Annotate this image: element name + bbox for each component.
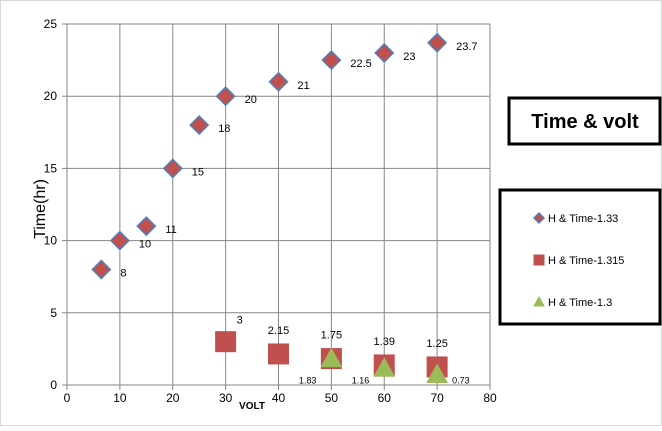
series-1-3-points	[320, 347, 448, 383]
series-1-3-point	[373, 357, 396, 377]
series-1-33-point	[374, 42, 395, 63]
x-tick-label: 70	[430, 391, 444, 405]
series-1-33-data-label: 10	[139, 239, 151, 251]
x-tick-label: 10	[113, 391, 127, 405]
y-tick-label: 10	[44, 234, 58, 248]
series-1-3-data-label: 1.16	[352, 375, 370, 385]
series-1-33-data-label: 23	[403, 51, 415, 63]
y-tick-label: 5	[50, 306, 57, 320]
series-1-33-points	[91, 32, 448, 280]
y-axis-title: Time(hr)	[32, 179, 49, 239]
x-tick-label: 40	[272, 391, 286, 405]
series-1-33-legend-marker	[532, 211, 546, 225]
series-1-33-point	[321, 50, 342, 71]
y-tick-label: 0	[50, 378, 57, 392]
x-tick-label: 30	[219, 391, 233, 405]
x-tick-label: 0	[64, 391, 71, 405]
series-1-33-point	[189, 115, 210, 136]
series-1-315-data-label: 1.75	[321, 330, 342, 342]
x-tick-label: 20	[166, 391, 180, 405]
legend-frame	[498, 188, 662, 326]
chart-title-box: Time & volt	[507, 96, 662, 146]
series-1-33-point	[162, 158, 183, 179]
series-1-33-point	[268, 71, 289, 92]
series-1-315-point	[215, 331, 237, 353]
series-1-33-data-label: 15	[192, 166, 204, 178]
x-tick-label: 60	[378, 391, 392, 405]
series-1-3-data-label: 1.83	[299, 375, 317, 385]
series-1-33-data-label: 22.5	[350, 58, 371, 70]
tick-labels: 0 10 20 30 40 50 60 70 80 0 5 10 15 20 25	[44, 17, 497, 405]
series-1-33-data-label: 18	[218, 123, 230, 135]
x-tick-label: 80	[483, 391, 497, 405]
series-1-315-legend-label: H & Time-1.315	[548, 255, 624, 267]
y-tick-label: 15	[44, 161, 58, 175]
series-1-3-point	[320, 347, 343, 368]
series-1-33-legend-label: H & Time-1.33	[548, 213, 618, 225]
legend-items: H & Time-1.33 H & Time-1.315 H & Time-1.3	[532, 211, 624, 309]
series-1-3-legend-label: H & Time-1.3	[548, 297, 612, 309]
series-1-3-legend-marker	[533, 295, 545, 307]
chart-title: Time & volt	[531, 111, 639, 133]
series-1-33-data-label: 23.7	[456, 41, 477, 53]
legend: H & Time-1.33 H & Time-1.315 H & Time-1.3	[498, 188, 662, 326]
series-1-315-data-label: 1.39	[374, 336, 395, 348]
series-1-33-data-label: 20	[245, 94, 257, 106]
x-tick-label: 50	[325, 391, 339, 405]
y-tick-label: 25	[44, 17, 58, 31]
series-1-33-point	[215, 86, 236, 107]
series-1-3-point	[426, 363, 448, 383]
series-1-315-point	[268, 343, 289, 365]
data-marks	[91, 32, 448, 383]
axes	[62, 23, 491, 390]
series-1-33-point	[91, 259, 112, 280]
grid	[67, 23, 491, 385]
series-1-33-data-label: 21	[298, 80, 310, 92]
series-1-315-data-label: 2.15	[268, 325, 289, 337]
series-1-33-point	[136, 216, 157, 237]
series-1-3-data-label: 0.73	[452, 375, 470, 385]
y-tick-label: 20	[44, 89, 58, 103]
series-1-33-data-label: 11	[165, 224, 176, 236]
series-1-315-data-label: 3	[237, 315, 243, 327]
series-1-315-legend-marker	[533, 254, 545, 266]
x-axis-title: VOLT	[239, 401, 265, 412]
series-1-33-data-label: 8	[120, 267, 126, 279]
data-labels: 8 10 11 15 18 20 21 22.5 23 23.7 3 2.15 1.75 1.39 1.25…	[120, 41, 477, 386]
title-box-frame	[507, 96, 662, 146]
series-1-33-point	[427, 32, 448, 53]
series-1-315-data-label: 1.25	[426, 338, 447, 350]
series-1-33-point	[109, 230, 130, 251]
